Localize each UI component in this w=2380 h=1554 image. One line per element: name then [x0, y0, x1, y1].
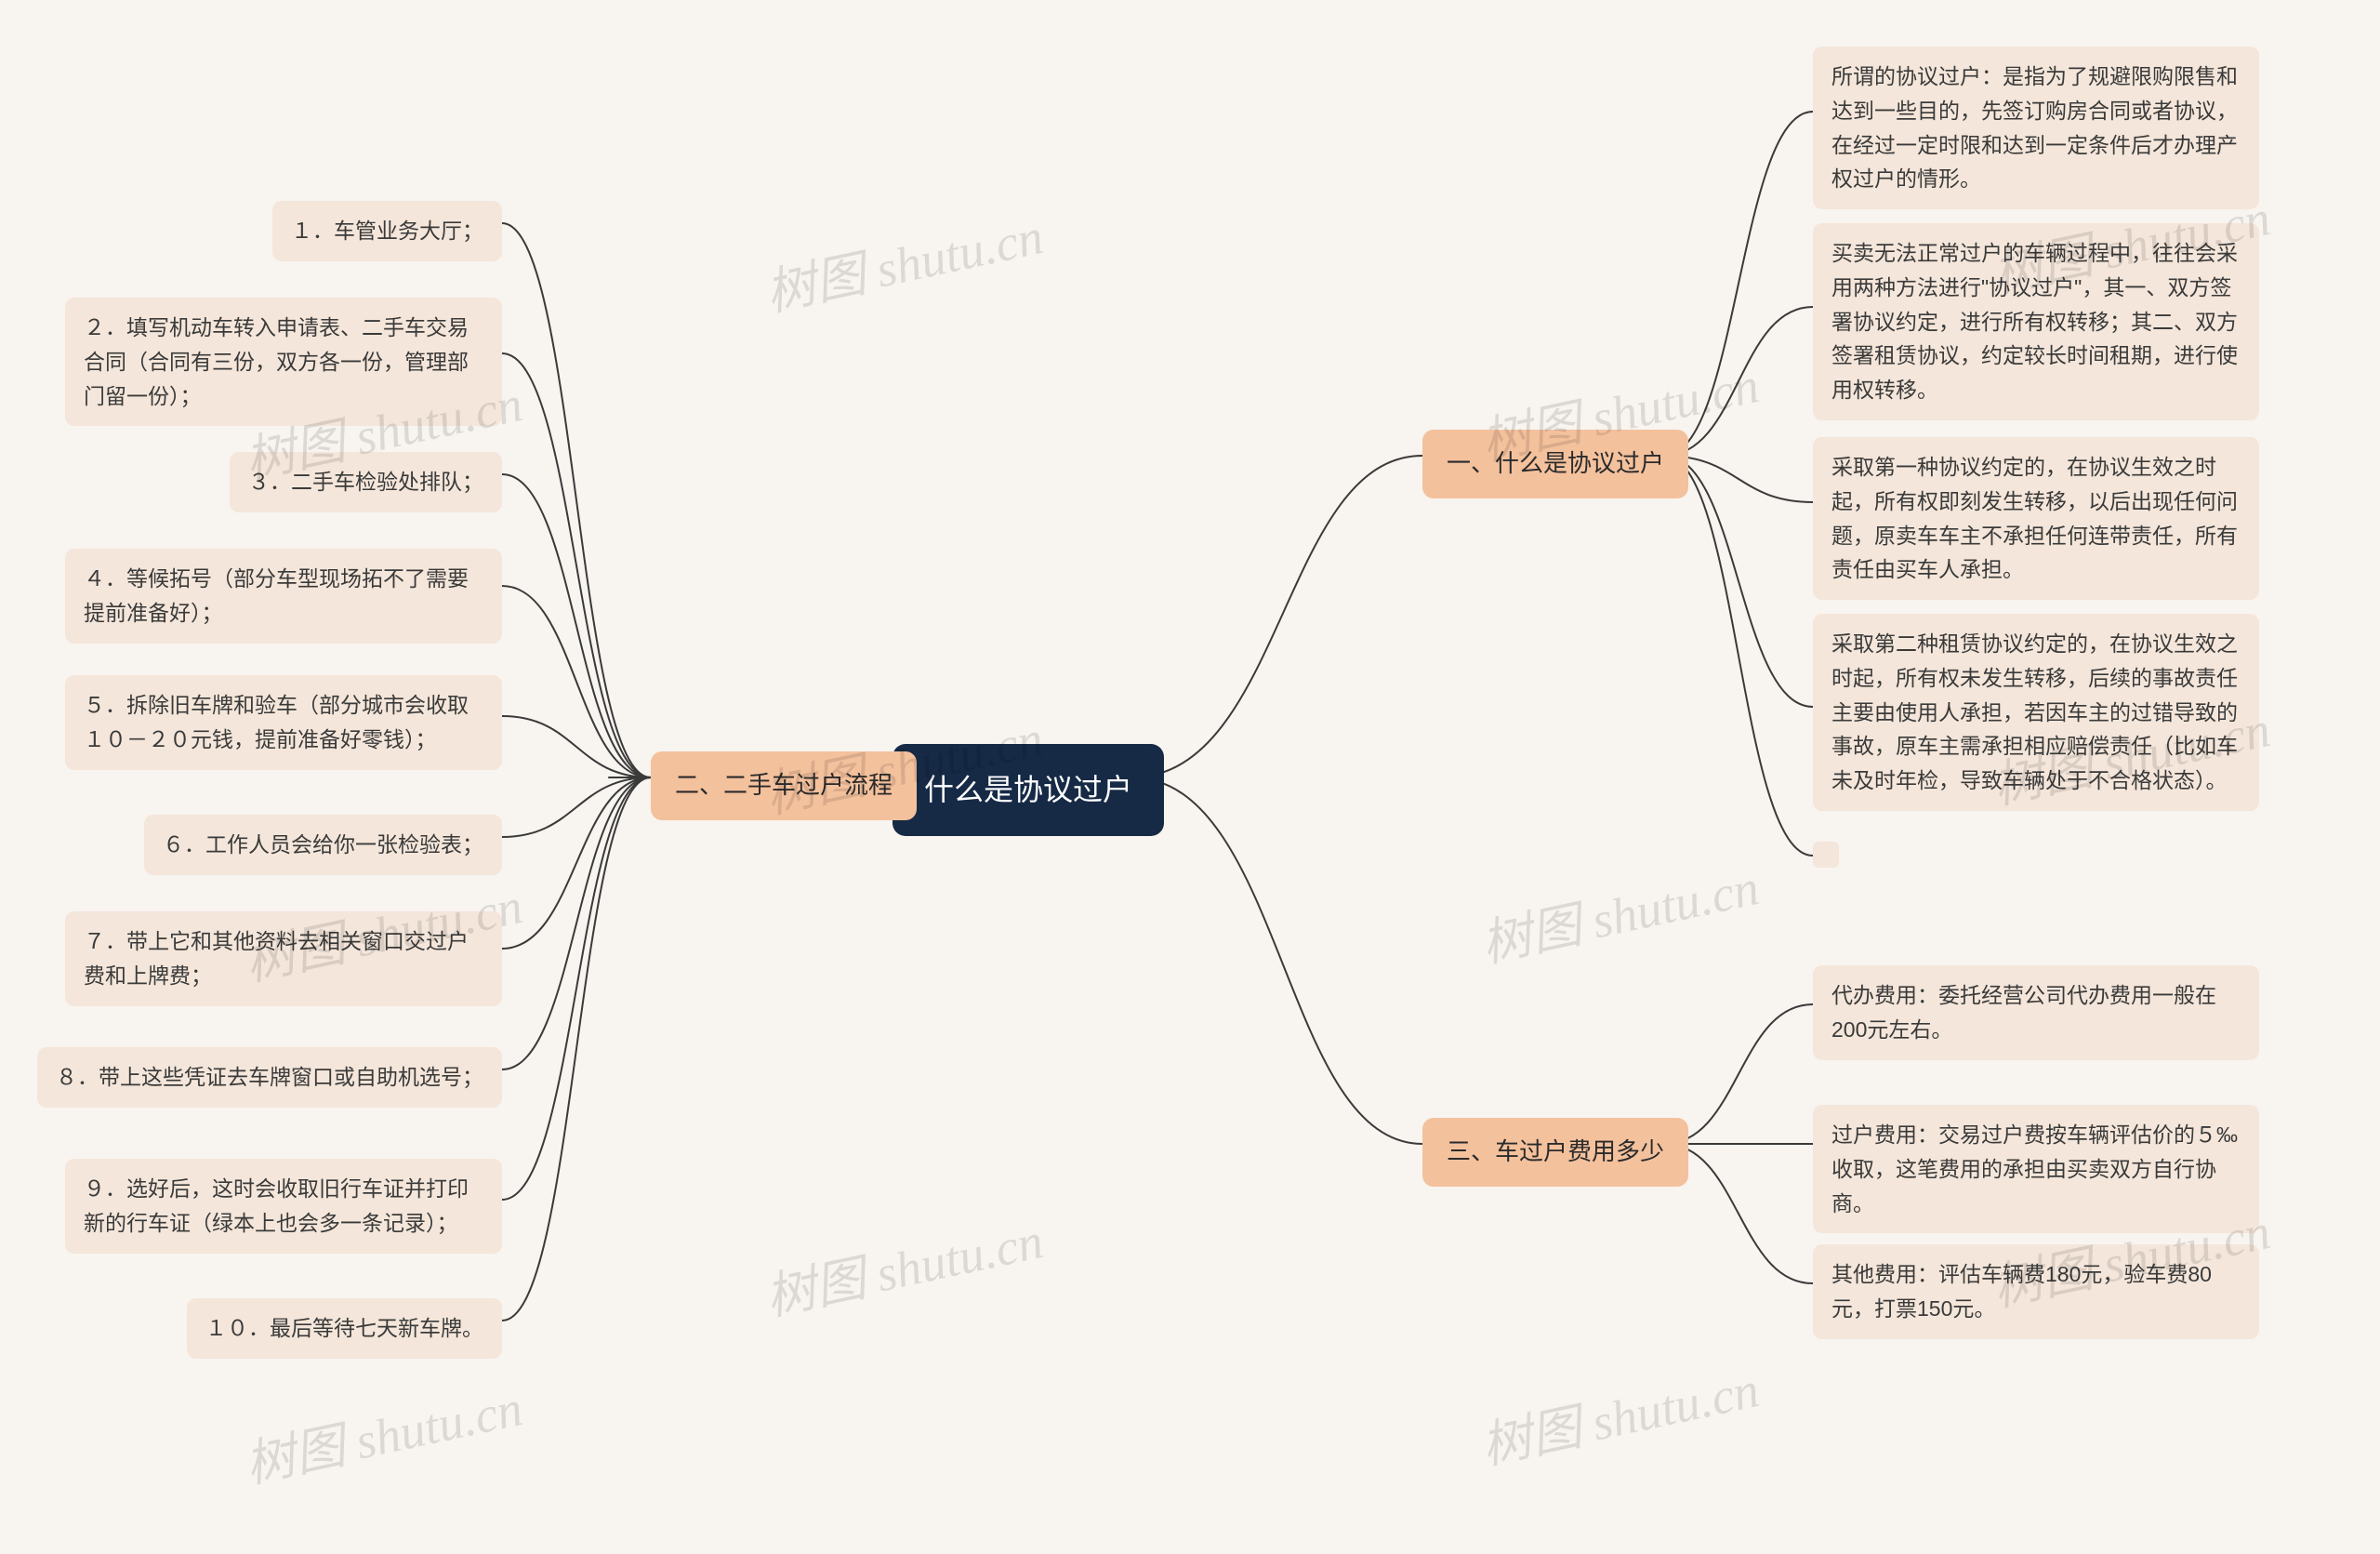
- root-label: 什么是协议过户: [924, 773, 1132, 806]
- watermark-text: 树图 shutu.cn: [1476, 1361, 1764, 1475]
- watermark: 树图 shutu.cn: [758, 1199, 1049, 1329]
- leaf-definition-3[interactable]: 采取第一种协议约定的，在协议生效之时起，所有权即刻发生转移，以后出现任何问题，原…: [1813, 437, 2259, 600]
- root-node[interactable]: 什么是协议过户: [892, 744, 1164, 836]
- leaf-text: 其他费用：评估车辆费180元，验车费80元，打票150元。: [1831, 1262, 2212, 1321]
- leaf-text: ３．二手车检验处排队；: [248, 470, 483, 494]
- leaf-text: １０．最后等待七天新车牌。: [205, 1316, 483, 1340]
- leaf-text: 过户费用：交易过户费按车辆评估价的５‰收取，这笔费用的承担由买卖双方自行协商。: [1831, 1122, 2238, 1215]
- leaf-fee-3[interactable]: 其他费用：评估车辆费180元，验车费80元，打票150元。: [1813, 1244, 2259, 1339]
- watermark-text: 树图 shutu.cn: [760, 1213, 1048, 1326]
- leaf-step-2[interactable]: ２．填写机动车转入申请表、二手车交易合同（合同有三份，双方各一份，管理部门留一份…: [65, 298, 502, 426]
- leaf-text: ４．等候拓号（部分车型现场拓不了需要提前准备好）；: [84, 566, 469, 625]
- leaf-step-9[interactable]: ９．选好后，这时会收取旧行车证并打印新的行车证（绿本上也会多一条记录）；: [65, 1159, 502, 1254]
- leaf-step-7[interactable]: ７．带上它和其他资料去相关窗口交过户费和上牌费；: [65, 911, 502, 1006]
- leaf-text: ２．填写机动车转入申请表、二手车交易合同（合同有三份，双方各一份，管理部门留一份…: [84, 315, 469, 408]
- watermark: 树图 shutu.cn: [237, 1366, 528, 1496]
- leaf-empty: [1813, 842, 1839, 868]
- leaf-text: １．车管业务大厅；: [291, 219, 483, 243]
- leaf-text: ７．带上它和其他资料去相关窗口交过户费和上牌费；: [84, 929, 469, 988]
- watermark: 树图 shutu.cn: [758, 194, 1049, 325]
- leaf-text: ９．选好后，这时会收取旧行车证并打印新的行车证（绿本上也会多一条记录）；: [84, 1176, 469, 1235]
- leaf-fee-1[interactable]: 代办费用：委托经营公司代办费用一般在200元左右。: [1813, 965, 2259, 1060]
- leaf-step-8[interactable]: ８．带上这些凭证去车牌窗口或自助机选号；: [37, 1047, 502, 1108]
- branch-label: 二、二手车过户流程: [675, 771, 892, 799]
- watermark: 树图 shutu.cn: [1474, 1348, 1765, 1478]
- leaf-step-3[interactable]: ３．二手车检验处排队；: [230, 452, 502, 512]
- branch-fees[interactable]: 三、车过户费用多少: [1422, 1118, 1688, 1187]
- watermark-text: 树图 shutu.cn: [1476, 859, 1764, 973]
- leaf-text: 代办费用：委托经营公司代办费用一般在200元左右。: [1831, 983, 2216, 1042]
- watermark-text: 树图 shutu.cn: [240, 1380, 527, 1494]
- leaf-definition-4[interactable]: 采取第二种租赁协议约定的，在协议生效之时起，所有权未发生转移，后续的事故责任主要…: [1813, 614, 2259, 811]
- leaf-text: 买卖无法正常过户的车辆过程中，往往会采用两种方法进行"协议过户"，其一、双方签署…: [1831, 241, 2238, 402]
- watermark: 树图 shutu.cn: [1474, 845, 1765, 976]
- leaf-step-10[interactable]: １０．最后等待七天新车牌。: [187, 1298, 502, 1359]
- watermark-text: 树图 shutu.cn: [760, 208, 1048, 322]
- leaf-definition-1[interactable]: 所谓的协议过户：是指为了规避限购限售和达到一些目的，先签订购房合同或者协议，在经…: [1813, 46, 2259, 209]
- leaf-definition-2[interactable]: 买卖无法正常过户的车辆过程中，往往会采用两种方法进行"协议过户"，其一、双方签署…: [1813, 223, 2259, 420]
- leaf-text: 采取第二种租赁协议约定的，在协议生效之时起，所有权未发生转移，后续的事故责任主要…: [1831, 631, 2238, 792]
- branch-what-is[interactable]: 一、什么是协议过户: [1422, 430, 1688, 498]
- mindmap-canvas: 什么是协议过户 一、什么是协议过户 所谓的协议过户：是指为了规避限购限售和达到一…: [0, 0, 2380, 1554]
- leaf-text: ６．工作人员会给你一张检验表；: [163, 832, 483, 857]
- branch-label: 三、车过户费用多少: [1447, 1137, 1664, 1165]
- branch-process[interactable]: 二、二手车过户流程: [651, 751, 917, 820]
- leaf-fee-2[interactable]: 过户费用：交易过户费按车辆评估价的５‰收取，这笔费用的承担由买卖双方自行协商。: [1813, 1105, 2259, 1233]
- leaf-step-6[interactable]: ６．工作人员会给你一张检验表；: [144, 815, 502, 875]
- leaf-step-4[interactable]: ４．等候拓号（部分车型现场拓不了需要提前准备好）；: [65, 549, 502, 644]
- leaf-text: 采取第一种协议约定的，在协议生效之时起，所有权即刻发生转移，以后出现任何问题，原…: [1831, 455, 2238, 581]
- branch-label: 一、什么是协议过户: [1447, 449, 1664, 477]
- leaf-text: ５．拆除旧车牌和验车（部分城市会收取１０－２０元钱，提前准备好零钱）；: [84, 693, 469, 751]
- leaf-step-1[interactable]: １．车管业务大厅；: [272, 201, 502, 261]
- leaf-step-5[interactable]: ５．拆除旧车牌和验车（部分城市会收取１０－２０元钱，提前准备好零钱）；: [65, 675, 502, 770]
- leaf-text: 所谓的协议过户：是指为了规避限购限售和达到一些目的，先签订购房合同或者协议，在经…: [1831, 64, 2238, 191]
- leaf-text: ８．带上这些凭证去车牌窗口或自助机选号；: [56, 1065, 483, 1089]
